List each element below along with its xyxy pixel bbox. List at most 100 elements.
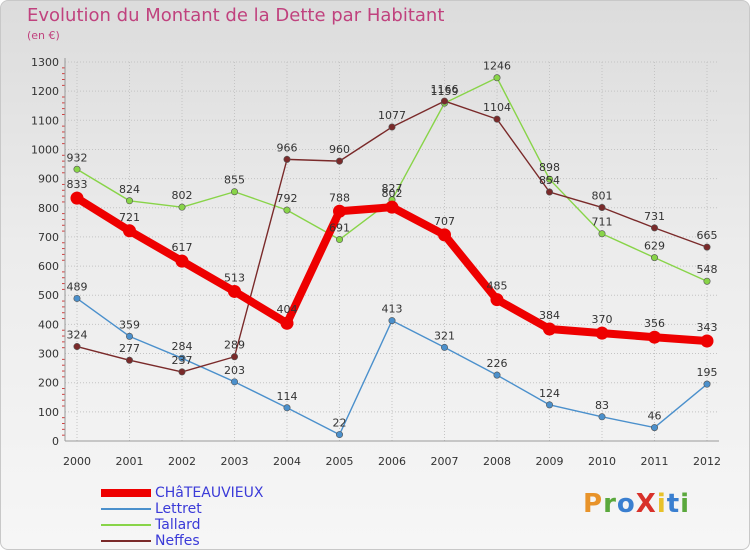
y-tick-label: 700	[38, 231, 59, 244]
data-point	[335, 157, 343, 165]
data-label: 370	[592, 313, 613, 326]
x-tick-label: 2005	[326, 455, 354, 468]
data-label: 721	[119, 211, 140, 224]
logo-letter: X	[635, 489, 657, 519]
y-tick-label: 200	[38, 377, 59, 390]
logo-letter: r	[603, 489, 617, 519]
logo-letter: P	[583, 489, 604, 519]
data-label: 321	[434, 329, 455, 342]
data-label: 1077	[378, 109, 406, 122]
data-point	[388, 317, 396, 325]
data-label: 114	[277, 390, 298, 403]
data-point	[440, 343, 448, 351]
data-label: 359	[119, 318, 140, 331]
data-point	[231, 188, 239, 196]
data-label: 237	[172, 354, 193, 367]
data-point	[648, 330, 661, 344]
y-tick-label: 300	[38, 348, 59, 361]
data-label: 731	[644, 210, 665, 223]
proxiti-logo: ProXiti	[583, 489, 690, 519]
x-axis: 2000 2001 2002 2003 2004 2005 2006 2007 2008 2009…	[63, 440, 721, 468]
legend-label: Neffes	[155, 533, 200, 549]
data-label: 83	[595, 399, 609, 412]
x-tick-label: 2000	[63, 455, 91, 468]
data-label: 277	[119, 342, 140, 355]
grid-lines	[65, 61, 719, 442]
x-tick-label: 2010	[588, 455, 616, 468]
data-point	[73, 165, 81, 173]
data-point	[283, 404, 291, 412]
y-tick-label: 600	[38, 260, 59, 273]
data-point	[493, 371, 501, 379]
y-tick-label: 500	[38, 289, 59, 302]
data-point	[438, 228, 451, 242]
data-label: 960	[329, 143, 350, 156]
data-label: 226	[487, 357, 508, 370]
data-point	[595, 326, 609, 340]
logo-letter: t	[666, 489, 681, 519]
data-point	[545, 175, 553, 183]
data-point	[70, 191, 84, 205]
x-tick-label: 2001	[116, 455, 144, 468]
y-tick-label: 1300	[31, 56, 59, 69]
data-label: 1246	[483, 60, 511, 73]
legend-swatch	[101, 540, 151, 542]
data-point	[545, 188, 553, 196]
data-label: 46	[648, 410, 662, 423]
data-point	[335, 431, 343, 439]
data-point	[598, 413, 606, 421]
data-point	[493, 74, 501, 82]
legend-swatch	[101, 524, 151, 526]
data-point	[178, 354, 186, 362]
data-point	[545, 401, 553, 409]
data-point	[123, 224, 136, 238]
data-label: 513	[224, 271, 245, 284]
logo-letter: o	[616, 489, 636, 519]
data-point	[283, 206, 291, 214]
data-label: 788	[329, 191, 350, 204]
chart-title: Evolution du Montant de la Dette par Hab…	[27, 5, 445, 26]
data-point	[703, 243, 711, 251]
data-label: 489	[67, 280, 88, 293]
data-point	[333, 204, 346, 218]
data-label: 824	[119, 183, 140, 196]
data-label: 22	[333, 417, 347, 430]
data-label: 124	[539, 387, 560, 400]
x-tick-label: 2006	[378, 455, 406, 468]
data-point	[650, 254, 658, 262]
data-label: 665	[697, 229, 718, 242]
data-point	[650, 224, 658, 232]
data-label: 1159	[431, 85, 459, 98]
legend-swatch	[101, 508, 151, 510]
data-label: 203	[224, 364, 245, 377]
legend-swatch	[101, 489, 151, 497]
data-point	[493, 115, 501, 123]
data-label: 1104	[483, 101, 511, 114]
data-label: 343	[697, 321, 718, 334]
legend-label: CHâTEAUVIEUX	[155, 485, 264, 501]
data-label: 289	[224, 339, 245, 352]
data-point	[598, 203, 606, 211]
data-point	[283, 155, 291, 163]
x-tick-label: 2003	[221, 455, 249, 468]
logo-letter: i	[680, 489, 691, 519]
legend-item: CHâTEAUVIEUX	[101, 485, 321, 501]
legend-label: Lettret	[155, 501, 202, 517]
data-point	[440, 97, 448, 105]
data-label: 801	[592, 189, 613, 202]
x-tick-label: 2008	[483, 455, 511, 468]
data-label: 827	[382, 182, 403, 195]
legend-item: Lettret	[101, 501, 321, 517]
data-point	[178, 368, 186, 376]
y-tick-label: 800	[38, 202, 59, 215]
y-axis: 0 100 200 300 400 500 600 700 800 900 1000 1100 1200…	[31, 56, 66, 448]
data-label: 617	[172, 241, 193, 254]
data-label: 629	[644, 240, 665, 253]
x-tick-label: 2002	[168, 455, 196, 468]
data-label: 707	[434, 215, 455, 228]
data-point	[335, 236, 343, 244]
data-label: 195	[697, 366, 718, 379]
data-point	[231, 378, 239, 386]
data-point	[126, 332, 134, 340]
